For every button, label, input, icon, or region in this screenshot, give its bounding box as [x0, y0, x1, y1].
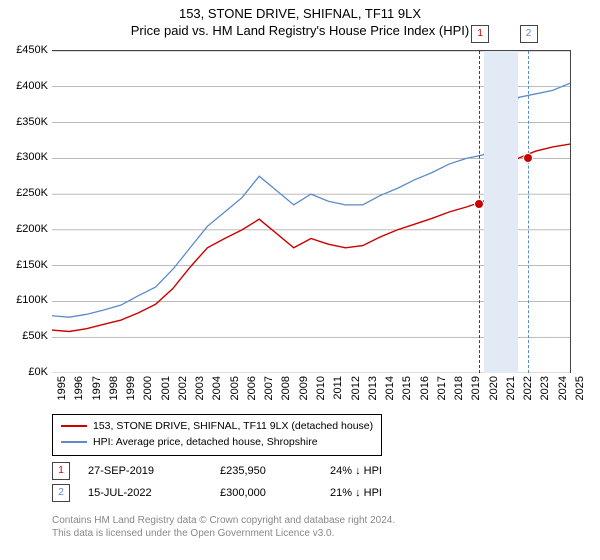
x-tick-label: 2004 [211, 376, 223, 400]
x-tick-label: 2008 [280, 376, 292, 400]
y-tick-label: £350K [2, 116, 48, 128]
chart-subtitle: Price paid vs. HM Land Registry's House … [0, 21, 600, 38]
x-tick-label: 2015 [401, 376, 413, 400]
x-tick-label: 1997 [91, 376, 103, 400]
transaction-row: 2 15-JUL-2022 £300,000 21% ↓ HPI [52, 482, 440, 504]
y-tick-label: £400K [2, 80, 48, 92]
chart-title: 153, STONE DRIVE, SHIFNAL, TF11 9LX [0, 0, 600, 21]
x-tick-label: 2023 [539, 376, 551, 400]
y-tick-label: £100K [2, 294, 48, 306]
x-tick-label: 1995 [56, 376, 68, 400]
y-tick-label: £450K [2, 44, 48, 56]
x-tick-label: 1999 [125, 376, 137, 400]
x-tick-label: 2013 [367, 376, 379, 400]
y-tick-label: £150K [2, 259, 48, 271]
y-tick-label: £50K [2, 330, 48, 342]
x-tick-label: 2012 [350, 376, 362, 400]
x-tick-label: 1998 [108, 376, 120, 400]
legend-item: 153, STONE DRIVE, SHIFNAL, TF11 9LX (det… [61, 419, 373, 435]
transaction-table: 1 27-SEP-2019 £235,950 24% ↓ HPI 2 15-JU… [52, 460, 440, 504]
x-tick-label: 2021 [505, 376, 517, 400]
transaction-vline [528, 51, 529, 373]
date-cell: 15-JUL-2022 [88, 487, 220, 499]
x-tick-label: 2019 [470, 376, 482, 400]
marker-label: 2 [52, 484, 70, 502]
x-tick-label: 2014 [384, 376, 396, 400]
delta-cell: 21% ↓ HPI [330, 487, 440, 499]
x-tick-label: 2022 [522, 376, 534, 400]
x-tick-label: 2001 [160, 376, 172, 400]
highlight-band [484, 51, 519, 373]
y-tick-label: £300K [2, 151, 48, 163]
transaction-marker: 1 [471, 25, 489, 43]
legend: 153, STONE DRIVE, SHIFNAL, TF11 9LX (det… [52, 414, 382, 456]
delta-cell: 24% ↓ HPI [330, 465, 440, 477]
x-tick-label: 2018 [453, 376, 465, 400]
y-tick-label: £200K [2, 223, 48, 235]
price-marker-dot [523, 153, 533, 163]
transaction-row: 1 27-SEP-2019 £235,950 24% ↓ HPI [52, 460, 440, 482]
price-marker-dot [474, 199, 484, 209]
transaction-marker: 2 [520, 25, 538, 43]
x-tick-label: 2007 [263, 376, 275, 400]
x-tick-label: 2010 [315, 376, 327, 400]
x-tick-label: 2000 [142, 376, 154, 400]
transaction-vline [479, 51, 480, 373]
x-tick-label: 2016 [419, 376, 431, 400]
price-cell: £235,950 [220, 465, 330, 477]
price-cell: £300,000 [220, 487, 330, 499]
x-tick-label: 2024 [557, 376, 569, 400]
footnote: Contains HM Land Registry data © Crown c… [52, 514, 395, 540]
x-tick-label: 2020 [488, 376, 500, 400]
x-tick-label: 2002 [177, 376, 189, 400]
y-tick-label: £0K [2, 366, 48, 378]
y-tick-label: £250K [2, 187, 48, 199]
x-tick-label: 2003 [194, 376, 206, 400]
x-tick-label: 2017 [436, 376, 448, 400]
x-tick-label: 2011 [332, 376, 344, 400]
date-cell: 27-SEP-2019 [88, 465, 220, 477]
x-tick-label: 2006 [246, 376, 258, 400]
legend-item: HPI: Average price, detached house, Shro… [61, 435, 373, 451]
plot-area: 12 [52, 50, 571, 373]
x-tick-label: 2009 [298, 376, 310, 400]
marker-label: 1 [52, 462, 70, 480]
x-tick-label: 2005 [229, 376, 241, 400]
x-tick-label: 1996 [73, 376, 85, 400]
x-tick-label: 2025 [574, 376, 586, 400]
